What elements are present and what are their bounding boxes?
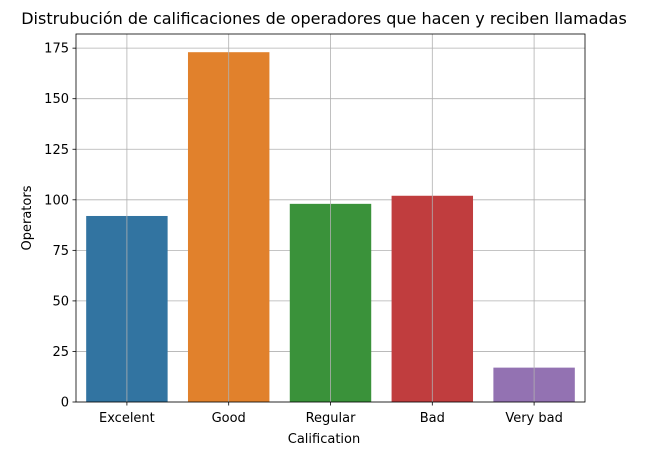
vertical-grid-lines (126, 34, 535, 402)
y-tick-label: 150 (44, 92, 69, 107)
y-ticks: 0 25 50 75 100 125 150 175 (44, 42, 76, 411)
y-tick-label: 100 (44, 193, 69, 208)
y-tick-label: 0 (61, 396, 69, 411)
y-tick-label: 50 (52, 294, 69, 309)
x-tick-label: Very bad (505, 411, 563, 426)
y-tick-label: 25 (52, 345, 69, 360)
x-axis-label: Calification (288, 432, 360, 447)
chart-title: Distrubución de calificaciones de operad… (21, 9, 627, 28)
y-axis-label: Operators (20, 185, 35, 250)
x-tick-label: Excelent (99, 411, 155, 426)
x-ticks: Excelent Good Regular Bad Very bad (99, 402, 563, 426)
y-tick-label: 75 (52, 244, 69, 259)
y-tick-label: 175 (44, 42, 69, 57)
x-tick-label: Regular (306, 411, 357, 426)
y-tick-label: 125 (44, 143, 69, 158)
x-tick-label: Good (212, 411, 246, 426)
x-tick-label: Bad (420, 411, 445, 426)
